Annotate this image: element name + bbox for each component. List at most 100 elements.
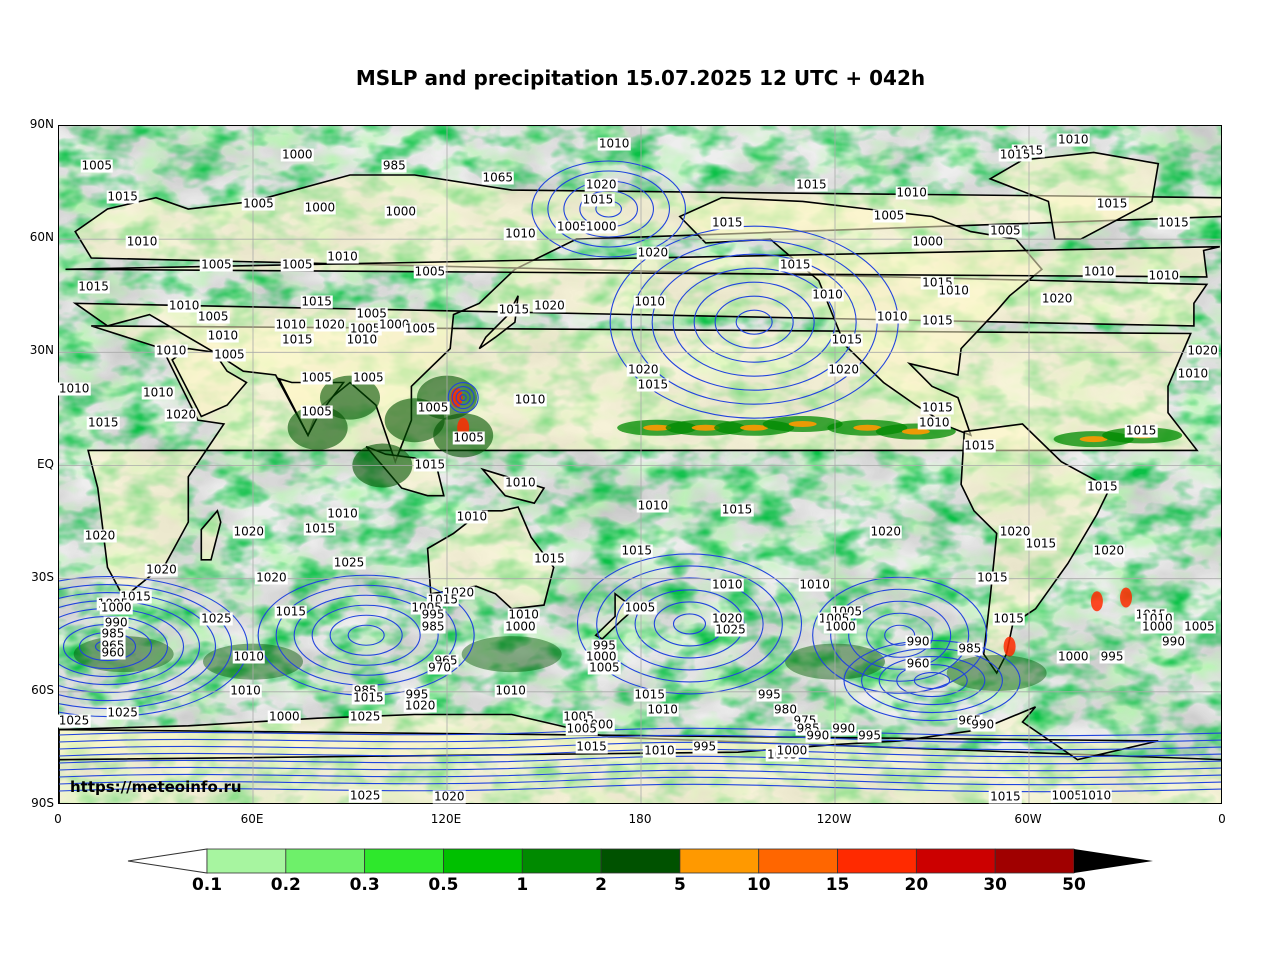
lon-label: 0 [54, 812, 62, 826]
isobar-label: 1000 [377, 317, 411, 332]
isobar-label: 1015 [989, 789, 1022, 804]
isobar-label: 1015 [711, 215, 744, 230]
colorbar-under-arrow [127, 848, 208, 874]
isobar-label: 1015 [575, 739, 608, 754]
isobar-label: 1010 [1147, 268, 1181, 283]
isobar-label: 995 [404, 687, 430, 702]
isobar-label: 1010 [455, 509, 489, 524]
colorbar-box [443, 848, 523, 874]
isobar-label: 1025 [348, 788, 382, 803]
isobar-contour [634, 589, 745, 659]
isobar-label: 1005 [80, 158, 114, 173]
isobar-contour [830, 588, 970, 682]
isobar-label: 1005 [1050, 788, 1084, 803]
isobar-label: 1010 [1176, 366, 1210, 381]
colorbar-box [521, 848, 602, 874]
isobar-label: 1025 [332, 555, 366, 570]
colorbar-tick-label: 10 [746, 875, 771, 895]
isobar-label: 1005 [623, 600, 657, 615]
isobar-contour [311, 604, 421, 666]
isobar-label: 1010 [141, 385, 175, 400]
isobar-label: 1010 [643, 743, 676, 758]
precip-cell [740, 424, 769, 431]
isobar-contour [547, 170, 671, 248]
isobar-label: 1010 [875, 309, 909, 324]
isobar-label: 1010 [229, 683, 262, 698]
isobar-label: 1015 [620, 543, 654, 558]
isobar-label: 1015 [633, 687, 666, 702]
isobar-label: 1020 [83, 528, 117, 543]
precip-cell [643, 424, 672, 431]
isobar-label: 1010 [1056, 132, 1090, 147]
watermark-url[interactable]: https://meteoinfo.ru [70, 778, 242, 796]
map-title: MSLP and precipitation 15.07.2025 12 UTC… [355, 66, 926, 90]
colorbar-tick-label: 15 [825, 875, 850, 895]
isobar-contour [59, 776, 1221, 786]
colorbar-box [679, 848, 760, 874]
isobar-label: 1005 [452, 430, 485, 445]
colorbar-tick-label: 2 [595, 875, 607, 895]
isobar-label: 990 [805, 728, 831, 743]
isobar-contour [913, 671, 951, 690]
isobar-label: 990 [905, 634, 931, 649]
precip-cell [691, 424, 720, 431]
isobar-label: 960 [905, 656, 931, 671]
isobar-label: 1015 [921, 400, 954, 415]
isobar-label: 1015 [1024, 536, 1058, 551]
isobar-label: 1005 [200, 257, 233, 272]
isobar-label: 1005 [300, 404, 333, 419]
isobar-contour [848, 600, 952, 670]
isobar-contour [861, 647, 1003, 714]
lon-label: 60W [1014, 812, 1042, 826]
lon-label: 60E [240, 812, 264, 826]
isobar-label: 1005 [196, 309, 230, 324]
isobar-label: 985 [420, 619, 446, 634]
isobar-label: 1015 [413, 457, 447, 471]
isobar-label: 1015 [1095, 196, 1129, 211]
isobar-contour [451, 386, 475, 410]
lat-label: 90S [31, 796, 54, 810]
isobar-label: 1010 [326, 249, 359, 264]
colorbar-tick-label: 50 [1062, 875, 1086, 895]
isobar-label: 1005 [213, 347, 246, 362]
lat-label: EQ [36, 456, 54, 471]
isobar-label: 1005 [403, 321, 437, 336]
precip-cell [461, 636, 562, 673]
isobar-label: 1005 [355, 306, 388, 321]
coastline [200, 509, 222, 561]
precip-cell [1079, 436, 1108, 443]
isobar-label: 1015 [86, 415, 120, 430]
lon-label: 0 [1218, 812, 1226, 826]
lat-label: 60N [29, 230, 54, 245]
isobar-label: 1015 [274, 604, 308, 619]
isobar-contour [347, 624, 385, 646]
isobar-label: 1005 [872, 208, 906, 223]
isobar-label: 1015 [581, 192, 615, 207]
isobar-label: 1010 [232, 649, 266, 664]
isobar-label: 1025 [57, 713, 91, 728]
isobar-label: 1015 [921, 313, 954, 328]
isobar-label: 1005 [989, 223, 1022, 238]
isobar-contour [672, 613, 707, 635]
isobar-label: 1020 [711, 611, 744, 626]
isobar-label: 1020 [403, 698, 437, 713]
lat-label: 60S [31, 682, 54, 697]
isobar-label: 1020 [164, 407, 198, 422]
isobar-label: 1010 [494, 683, 527, 698]
colorbar-box [600, 848, 681, 874]
colorbar-tick-label: 5 [673, 875, 686, 895]
isobar-label: 970 [427, 660, 452, 675]
isobar-label: 1010 [1079, 788, 1113, 803]
isobar-label: 1020 [1092, 543, 1126, 558]
lat-label: 30N [29, 343, 54, 358]
isobar-label: 1005 [588, 660, 621, 675]
isobar-label: 1020 [636, 245, 670, 260]
isobar-label: 1020 [584, 177, 618, 192]
isobar-label: 1005 [242, 196, 275, 211]
lat-label: 30S [31, 569, 54, 584]
isobar-label: 995 [1099, 649, 1125, 664]
isobar-label: 990 [103, 615, 129, 630]
isobar-label: 1005 [300, 370, 333, 385]
precip-cell [1090, 591, 1103, 612]
colorbar-box [915, 848, 996, 874]
